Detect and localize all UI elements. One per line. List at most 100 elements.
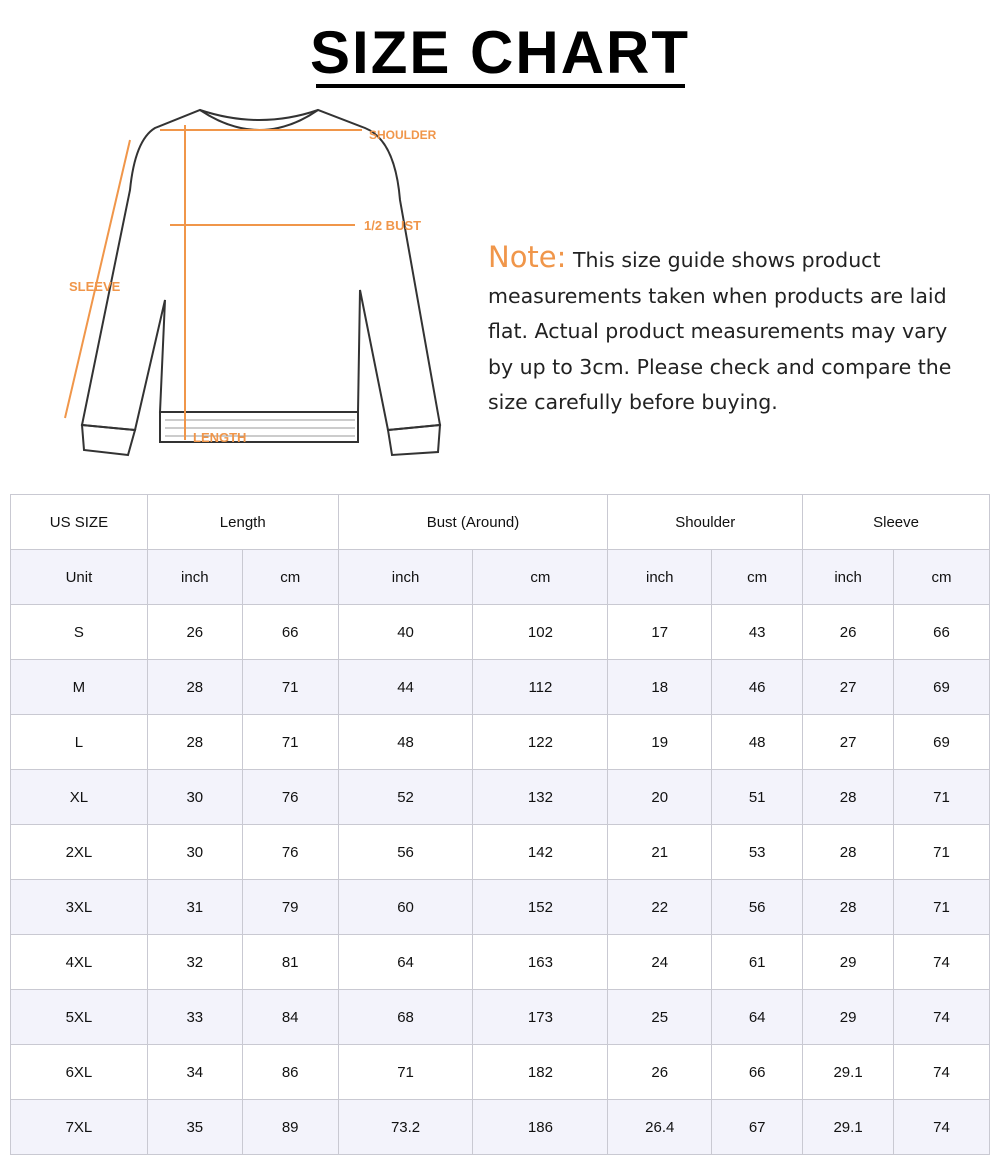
value-cell: 69 [893,659,990,715]
value-cell: 74 [893,1044,990,1100]
value-cell: 142 [472,824,609,880]
length-label: LENGTH [193,430,246,445]
value-cell: 51 [711,769,804,825]
value-cell: 48 [337,714,474,770]
unit-row: Unit inch cm inch cm inch cm inch cm [10,549,990,605]
value-cell: 28 [146,659,243,715]
value-cell: 86 [241,1044,339,1100]
value-cell: 66 [241,604,339,660]
size-cell: XL [10,769,148,825]
value-cell: 76 [241,769,339,825]
value-cell: 66 [893,604,990,660]
header-row: US SIZE Length Bust (Around) Shoulder Sleeve [10,494,990,550]
table-row: 7XL 35 89 73.2 186 26.4 67 29.1 74 [10,1099,990,1155]
value-cell: 64 [337,934,474,990]
value-cell: 24 [607,934,713,990]
value-cell: 25 [607,989,713,1045]
value-cell: 17 [607,604,713,660]
unit-cell: inch [607,549,713,605]
value-cell: 186 [472,1099,609,1155]
bust-label: 1/2 BUST [364,218,421,233]
value-cell: 64 [711,989,804,1045]
value-cell: 52 [337,769,474,825]
value-cell: 73.2 [337,1099,474,1155]
value-cell: 74 [893,1099,990,1155]
title-underline [316,84,685,88]
unit-cell: cm [711,549,804,605]
value-cell: 173 [472,989,609,1045]
value-cell: 71 [241,659,339,715]
size-cell: 7XL [10,1099,148,1155]
unit-cell: cm [241,549,339,605]
table-row: 6XL 34 86 71 182 26 66 29.1 74 [10,1044,990,1100]
value-cell: 35 [146,1099,243,1155]
size-cell: 5XL [10,989,148,1045]
unit-cell: cm [472,549,609,605]
value-cell: 71 [893,824,990,880]
value-cell: 29.1 [802,1099,895,1155]
value-cell: 69 [893,714,990,770]
value-cell: 46 [711,659,804,715]
value-cell: 79 [241,879,339,935]
value-cell: 26 [802,604,895,660]
value-cell: 122 [472,714,609,770]
header-cell: Bust (Around) [337,494,609,550]
value-cell: 27 [802,659,895,715]
value-cell: 18 [607,659,713,715]
unit-cell: inch [802,549,895,605]
value-cell: 81 [241,934,339,990]
value-cell: 76 [241,824,339,880]
value-cell: 22 [607,879,713,935]
value-cell: 30 [146,824,243,880]
unit-cell: Unit [10,549,148,605]
note-text: This size guide shows product measuremen… [488,248,952,414]
table-row: 2XL 30 76 56 142 21 53 28 71 [10,824,990,880]
value-cell: 182 [472,1044,609,1100]
value-cell: 30 [146,769,243,825]
value-cell: 26 [607,1044,713,1100]
table-row: 5XL 33 84 68 173 25 64 29 74 [10,989,990,1045]
table-row: M 28 71 44 112 18 46 27 69 [10,659,990,715]
table-row: S 26 66 40 102 17 43 26 66 [10,604,990,660]
value-cell: 28 [146,714,243,770]
value-cell: 112 [472,659,609,715]
value-cell: 26.4 [607,1099,713,1155]
note: Note: This size guide shows product meas… [488,240,968,421]
size-cell: 4XL [10,934,148,990]
value-cell: 27 [802,714,895,770]
size-cell: S [10,604,148,660]
size-cell: M [10,659,148,715]
value-cell: 102 [472,604,609,660]
value-cell: 34 [146,1044,243,1100]
table-row: XL 30 76 52 132 20 51 28 71 [10,769,990,825]
value-cell: 68 [337,989,474,1045]
value-cell: 61 [711,934,804,990]
page-title: SIZE CHART [310,19,690,86]
unit-cell: cm [893,549,990,605]
value-cell: 29.1 [802,1044,895,1100]
table-row: 4XL 32 81 64 163 24 61 29 74 [10,934,990,990]
value-cell: 66 [711,1044,804,1100]
value-cell: 29 [802,934,895,990]
sweater-diagram: SHOULDER 1/2 BUST SLEEVE LENGTH [64,108,442,457]
value-cell: 60 [337,879,474,935]
value-cell: 33 [146,989,243,1045]
value-cell: 84 [241,989,339,1045]
value-cell: 43 [711,604,804,660]
header-cell: Length [146,494,339,550]
value-cell: 74 [893,989,990,1045]
value-cell: 74 [893,934,990,990]
note-label: Note: [488,240,567,274]
sleeve-label: SLEEVE [69,279,121,294]
sweater-outline [80,108,442,432]
table-row: 3XL 31 79 60 152 22 56 28 71 [10,879,990,935]
header-cell: US SIZE [10,494,148,550]
header-cell: Shoulder [607,494,804,550]
value-cell: 28 [802,769,895,825]
value-cell: 48 [711,714,804,770]
value-cell: 28 [802,879,895,935]
value-cell: 21 [607,824,713,880]
value-cell: 56 [337,824,474,880]
value-cell: 31 [146,879,243,935]
value-cell: 71 [241,714,339,770]
